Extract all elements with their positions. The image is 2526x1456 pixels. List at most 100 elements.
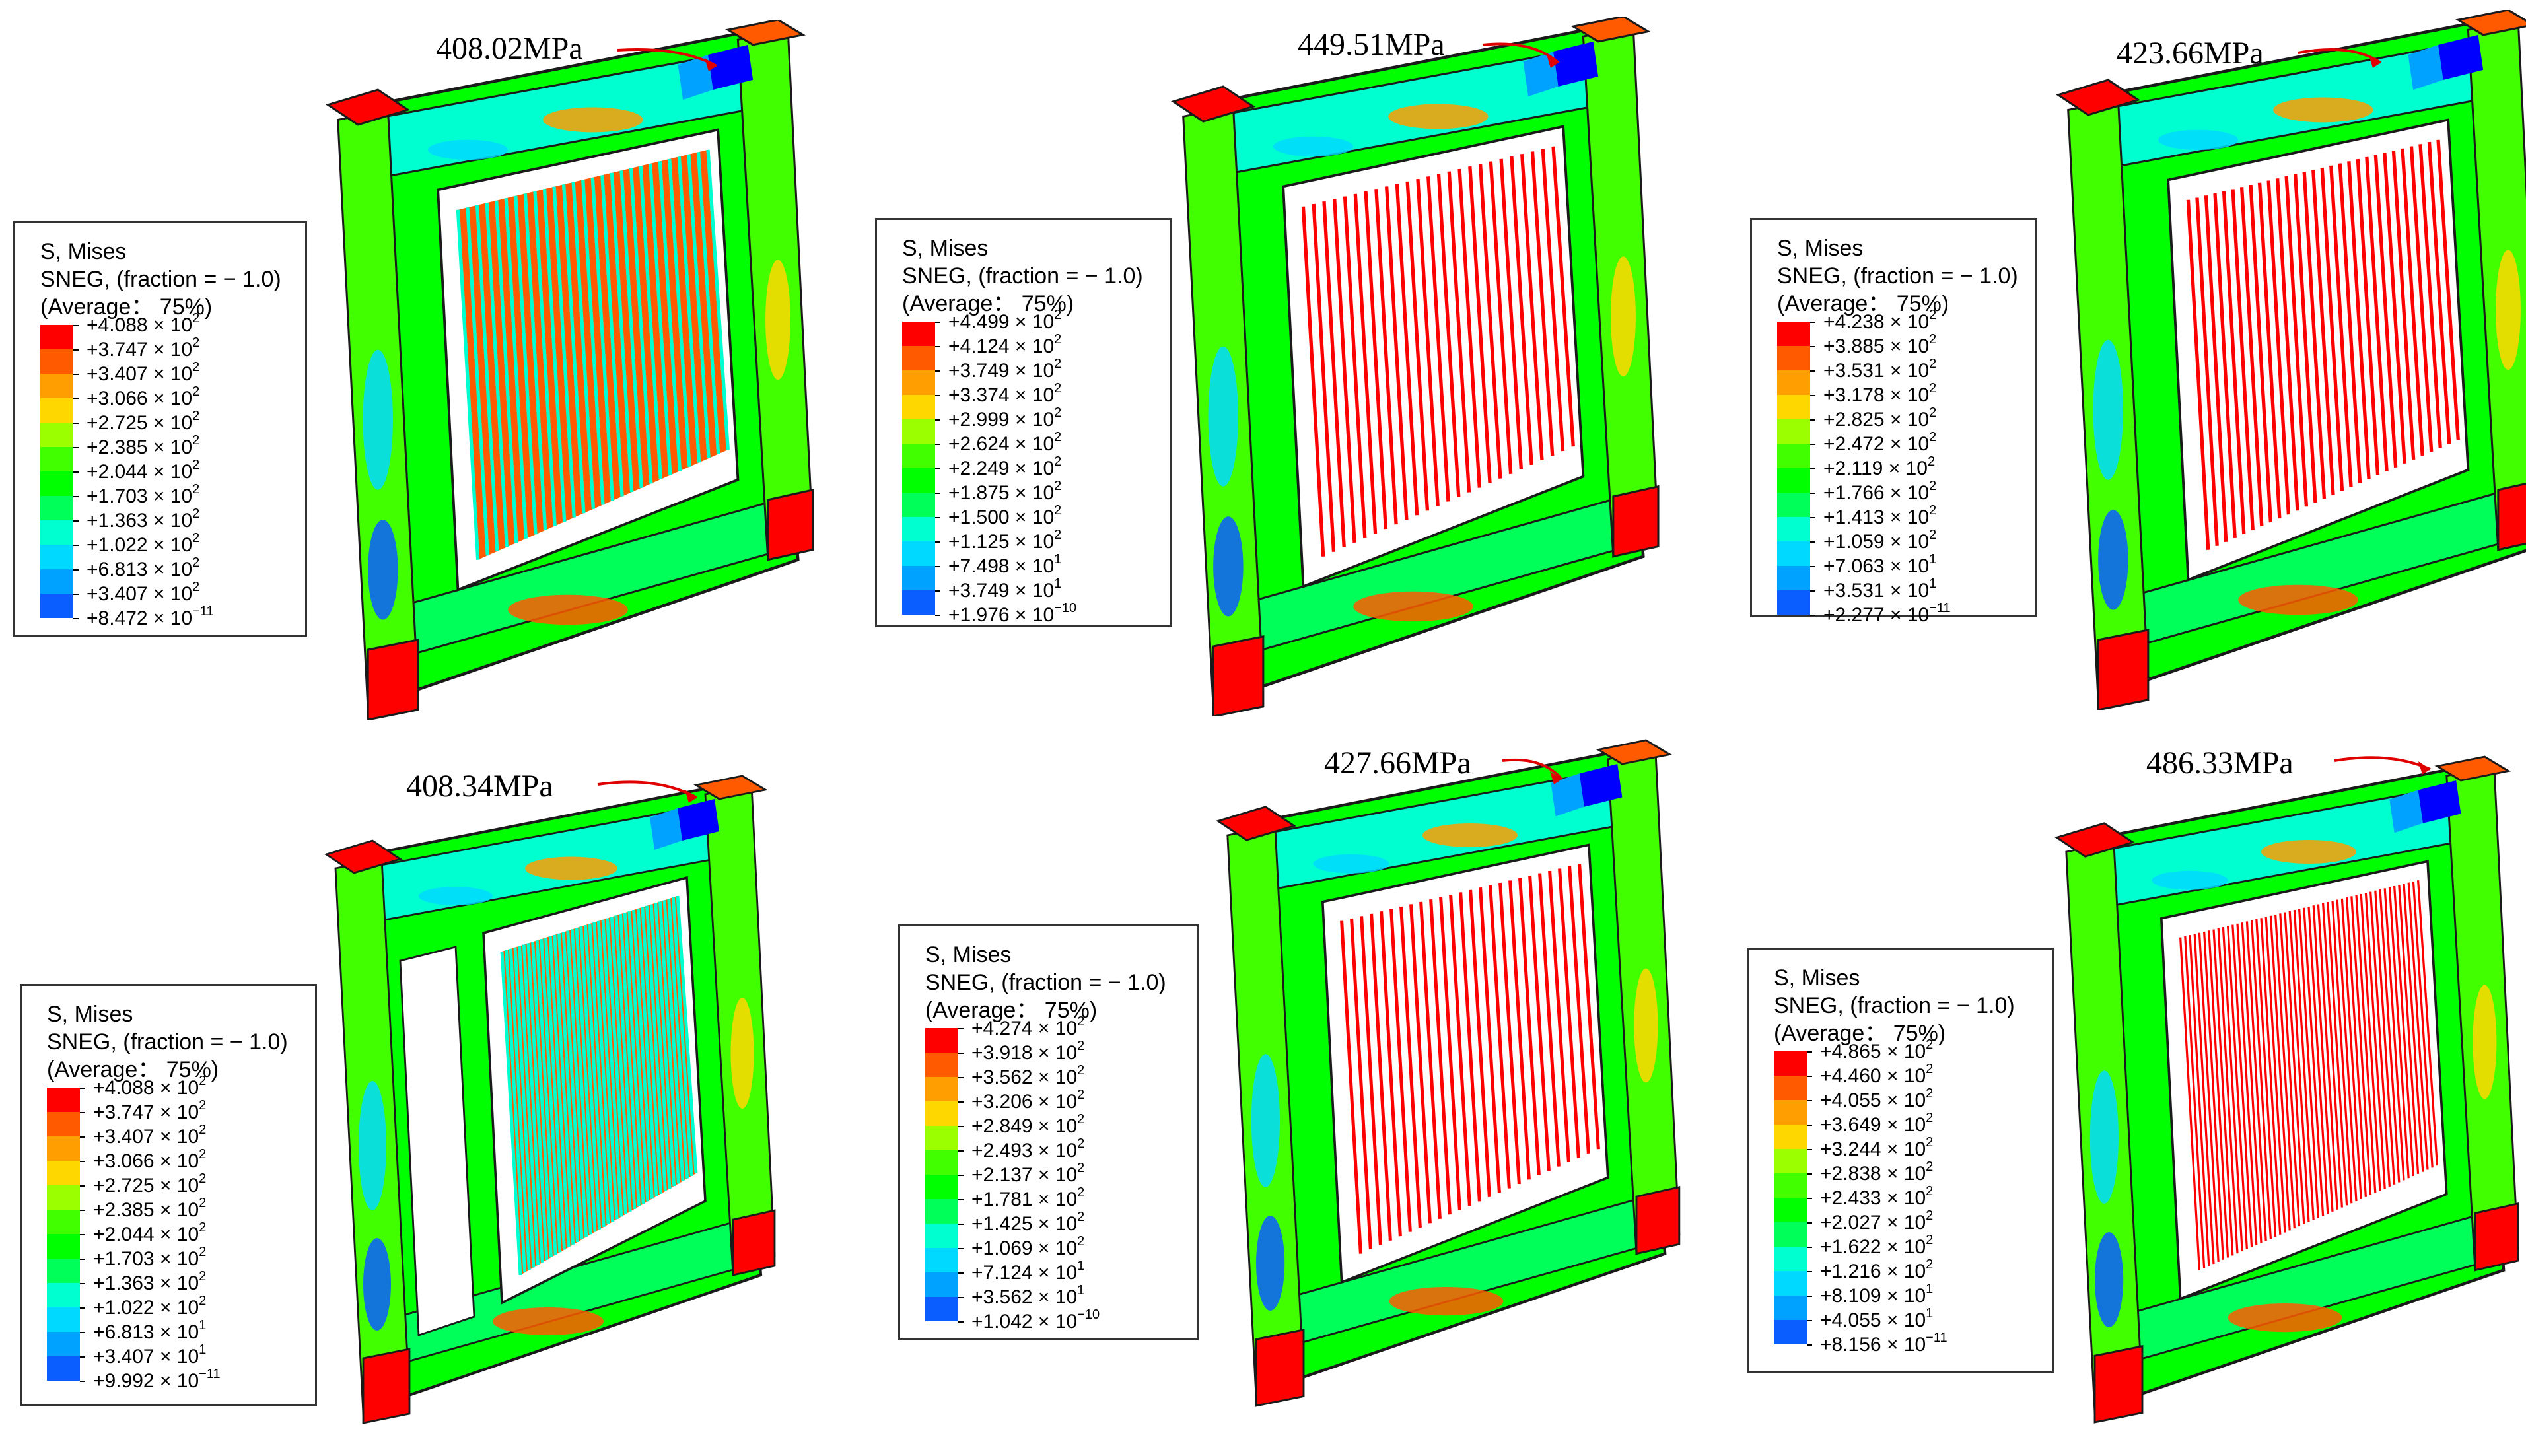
infill-bar <box>2407 882 2429 1170</box>
legend-swatch <box>47 1161 80 1185</box>
stress-contour <box>2093 339 2123 480</box>
legend-swatch <box>1777 468 1810 493</box>
legend-color-scale: +4.088 × 102 +3.747 × 102 +3.407 × 102 +3.0… <box>40 312 292 629</box>
infill-bar <box>2264 917 2286 1233</box>
left-column-base <box>1212 635 1265 716</box>
infill-bar <box>2275 178 2299 511</box>
left-column-base <box>367 639 419 720</box>
stress-contour <box>359 1081 386 1210</box>
infill-bar <box>531 942 553 1258</box>
legend-swatch <box>47 1136 80 1161</box>
legend-value: +2.838 × 102 <box>1820 1160 1934 1185</box>
stress-legend-3: S, Mises SNEG, (fraction = − 1.0) (Average… <box>1750 218 2037 626</box>
legend-value: +1.703 × 102 <box>93 1245 207 1270</box>
legend-title-line2: SNEG, (fraction = − 1.0) <box>1777 263 2018 289</box>
infill-bar <box>1429 899 1452 1215</box>
legend-title-line3: (Average： 75%) <box>1777 291 1949 316</box>
infill-bar <box>623 913 645 1204</box>
infill-bar <box>548 936 571 1247</box>
infill-bar <box>1459 892 1481 1202</box>
infill-bar <box>2217 928 2239 1254</box>
stress-contour <box>2152 870 2228 890</box>
legend-swatch <box>47 1332 80 1356</box>
infill-bar <box>629 168 653 484</box>
infill-bar <box>1340 920 1362 1254</box>
legend-value: +4.865 × 102 <box>1820 1037 1934 1062</box>
legend-value: +1.363 × 102 <box>87 506 200 532</box>
infill-bar <box>1384 186 1409 520</box>
stress-contour <box>2095 1232 2124 1327</box>
right-column-base <box>1612 485 1660 558</box>
infill-bar <box>1353 193 1378 534</box>
infill-bar <box>509 948 531 1270</box>
legend-swatch <box>1777 493 1810 517</box>
infill-bar <box>1449 894 1471 1206</box>
infill-bar <box>619 914 641 1207</box>
infill-bar <box>2208 930 2229 1258</box>
legend-value: +1.022 × 102 <box>93 1294 207 1319</box>
legend-color-scale: +4.088 × 102 +3.747 × 102 +3.407 × 102 +3.0… <box>47 1074 302 1392</box>
stress-contour <box>1273 136 1354 156</box>
infill-bar <box>1322 201 1346 547</box>
infill-bar <box>2427 141 2451 444</box>
legend-value: +3.244 × 102 <box>1820 1135 1934 1160</box>
max-stress-spot <box>1553 41 1599 87</box>
infill-bar <box>2294 174 2317 503</box>
stress-contour <box>1313 854 1389 874</box>
infill-bar <box>2284 912 2305 1225</box>
legend-value: +1.875 × 102 <box>948 479 1062 504</box>
infill-bar <box>2369 891 2391 1187</box>
stress-contour <box>2158 129 2239 150</box>
legend-value: +2.433 × 102 <box>1820 1184 1934 1209</box>
infill-bar <box>1343 196 1367 539</box>
infill-bar <box>1568 866 1590 1154</box>
fem-model-2 <box>1171 17 1660 716</box>
legend-value: +2.044 × 102 <box>93 1220 207 1245</box>
infill-bar <box>2284 176 2309 507</box>
infill-bar <box>544 937 566 1250</box>
max-stress-label-2: 449.51MPa <box>1298 27 1445 62</box>
infill-bar <box>1409 904 1432 1224</box>
legend-swatch <box>925 1248 958 1272</box>
legend-swatch <box>925 1199 958 1224</box>
infill-bar <box>1439 897 1461 1210</box>
left-column-cap <box>324 839 403 874</box>
max-stress-label-6: 486.33MPa <box>2146 745 2294 780</box>
infill-bar <box>2269 915 2291 1231</box>
infill-bar <box>2393 885 2415 1177</box>
legend-swatch <box>902 493 935 517</box>
infill-bar <box>2239 187 2264 527</box>
legend-swatch <box>925 1272 958 1297</box>
infill-bar <box>557 933 579 1243</box>
infill-bar <box>2231 189 2255 531</box>
stress-contour <box>730 998 754 1109</box>
high-stress-region <box>650 808 682 850</box>
stress-contour <box>525 856 617 880</box>
legend-value: +3.747 × 102 <box>87 335 200 361</box>
legend-value: +1.069 × 102 <box>971 1234 1085 1259</box>
legend-value: +1.216 × 102 <box>1820 1257 1934 1282</box>
infill-bar <box>658 901 680 1184</box>
infill-bar <box>1489 161 1513 474</box>
infill-bar <box>500 951 522 1276</box>
legend-swatch <box>47 1112 80 1136</box>
infill-bar <box>514 195 538 535</box>
max-stress-label-4: 408.34MPa <box>406 769 553 804</box>
legend-value: +4.499 × 102 <box>948 308 1062 333</box>
legend-title-line3: (Average： 75%) <box>47 1057 219 1082</box>
infill-bar <box>526 943 549 1261</box>
infill-bar <box>619 170 643 488</box>
stress-legend-5: S, Mises SNEG, (fraction = − 1.0) (Average… <box>898 924 1199 1340</box>
legend-swatch <box>40 398 73 423</box>
legend-swatch <box>925 1150 958 1175</box>
infill-bar <box>2321 903 2344 1208</box>
infill-bar <box>2338 163 2362 483</box>
legend-value: +4.055 × 101 <box>1820 1306 1934 1331</box>
infill-bar <box>1405 181 1430 511</box>
high-stress-region <box>2389 790 2423 833</box>
infill-bar <box>583 924 606 1227</box>
infill-bar <box>2293 910 2315 1220</box>
legend-title-line2: SNEG, (fraction = − 1.0) <box>902 263 1143 289</box>
infill-bar <box>2331 901 2353 1204</box>
fem-model-3 <box>2056 10 2526 710</box>
